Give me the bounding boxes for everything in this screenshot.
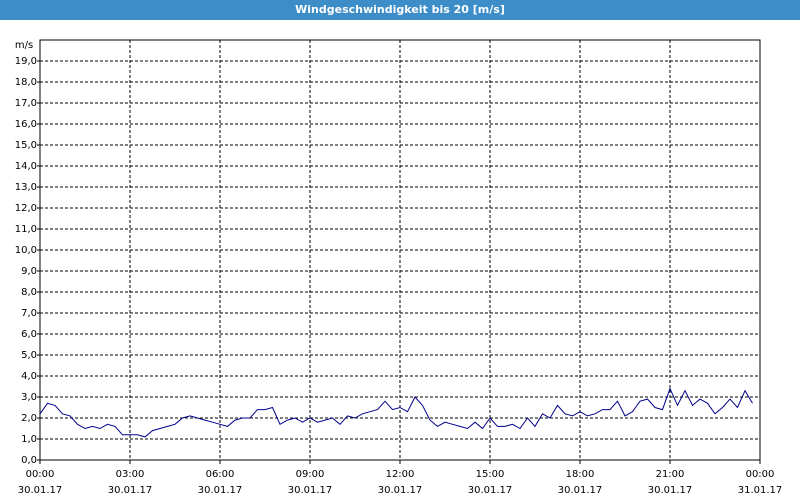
y-unit: m/s (15, 40, 33, 51)
x-tick-label: 06:00 (206, 469, 235, 480)
line-series (39, 387, 753, 438)
x-tick-label: 18:00 (566, 469, 595, 480)
x-tick-date: 31.01.17 (738, 485, 783, 496)
y-tick-label: 14,0 (15, 161, 37, 172)
x-tick-label: 00:00 (26, 469, 55, 480)
y-tick-label: 9,0 (21, 266, 37, 277)
title-bar (0, 0, 800, 20)
x-tick-date: 30.01.17 (378, 485, 423, 496)
y-tick-label: 16,0 (15, 119, 37, 130)
y-tick-label: 0,0 (21, 455, 37, 466)
x-tick-date: 30.01.17 (198, 485, 243, 496)
y-tick-label: 2,0 (21, 413, 37, 424)
y-tick-label: 11,0 (15, 224, 37, 235)
chart-title: Windgeschwindigkeit bis 20 [m/s] (295, 3, 505, 16)
x-tick-label: 15:00 (476, 469, 505, 480)
x-tick-date: 30.01.17 (648, 485, 693, 496)
y-tick-label: 1,0 (21, 434, 37, 445)
y-tick-label: 12,0 (15, 203, 37, 214)
x-tick-label: 09:00 (296, 469, 325, 480)
y-tick-label: 5,0 (21, 350, 37, 361)
x-tick-date: 30.01.17 (468, 485, 513, 496)
y-tick-label: 4,0 (21, 371, 37, 382)
x-tick-label: 03:00 (116, 469, 145, 480)
x-tick-date: 30.01.17 (18, 485, 63, 496)
y-tick-label: 18,0 (15, 77, 37, 88)
y-tick-label: 13,0 (15, 182, 37, 193)
y-tick-label: 17,0 (15, 98, 37, 109)
y-tick-label: 7,0 (21, 308, 37, 319)
x-tick-label: 12:00 (386, 469, 415, 480)
y-tick-label: 6,0 (21, 329, 37, 340)
x-tick-date: 30.01.17 (558, 485, 603, 496)
y-tick-label: 10,0 (15, 245, 37, 256)
x-tick-label: 21:00 (656, 469, 685, 480)
y-tick-label: 19,0 (15, 56, 37, 67)
x-tick-date: 30.01.17 (108, 485, 153, 496)
x-tick-date: 30.01.17 (288, 485, 333, 496)
y-tick-label: 3,0 (21, 392, 37, 403)
x-tick-label: 00:00 (746, 469, 775, 480)
y-tick-label: 15,0 (15, 140, 37, 151)
plot-frame (39, 39, 761, 461)
y-tick-label: 8,0 (21, 287, 37, 298)
